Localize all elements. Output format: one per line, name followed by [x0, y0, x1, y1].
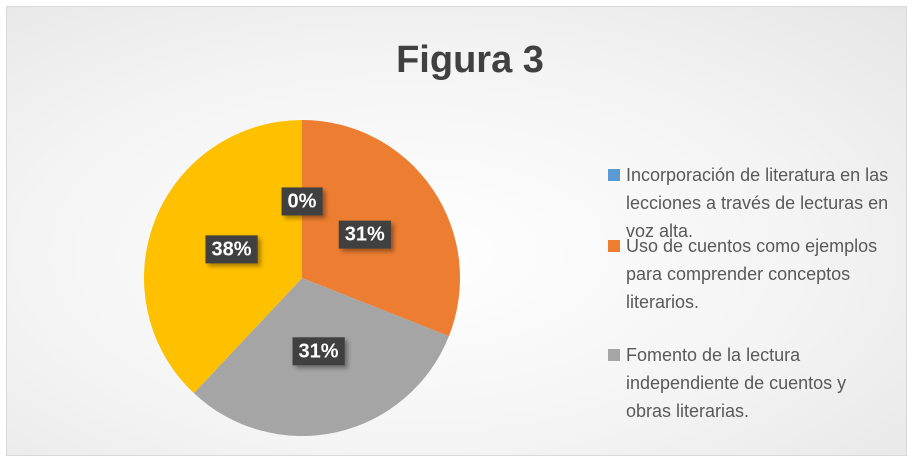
data-label: 31% — [338, 220, 391, 249]
data-label-text: 31% — [345, 224, 385, 246]
legend-entry: Incorporación de literatura en las lecci… — [608, 161, 893, 245]
legend-swatch — [608, 349, 620, 361]
data-label-box — [292, 337, 345, 366]
legend-entry: Uso de cuentos como ejemplos para compre… — [608, 232, 893, 316]
data-label: 31% — [292, 337, 345, 366]
data-label-box — [205, 235, 258, 264]
data-label-box — [281, 187, 323, 216]
legend-label: Incorporación de literatura en las lecci… — [626, 165, 889, 241]
chart-title: Figura 3 — [396, 39, 544, 81]
legend-label: Uso de cuentos como ejemplos para compre… — [626, 236, 878, 312]
data-label-box — [338, 220, 391, 249]
legend-swatch — [608, 169, 620, 181]
data-label-text: 31% — [299, 340, 339, 362]
legend-label: Fomento de la lectura independiente de c… — [626, 345, 847, 421]
data-label: 0% — [281, 187, 323, 216]
legend-swatch — [608, 240, 620, 252]
data-label: 38% — [205, 235, 258, 264]
data-label-text: 38% — [211, 238, 251, 260]
legend-entry: Fomento de la lectura independiente de c… — [608, 341, 893, 425]
data-label-text: 0% — [288, 190, 317, 212]
